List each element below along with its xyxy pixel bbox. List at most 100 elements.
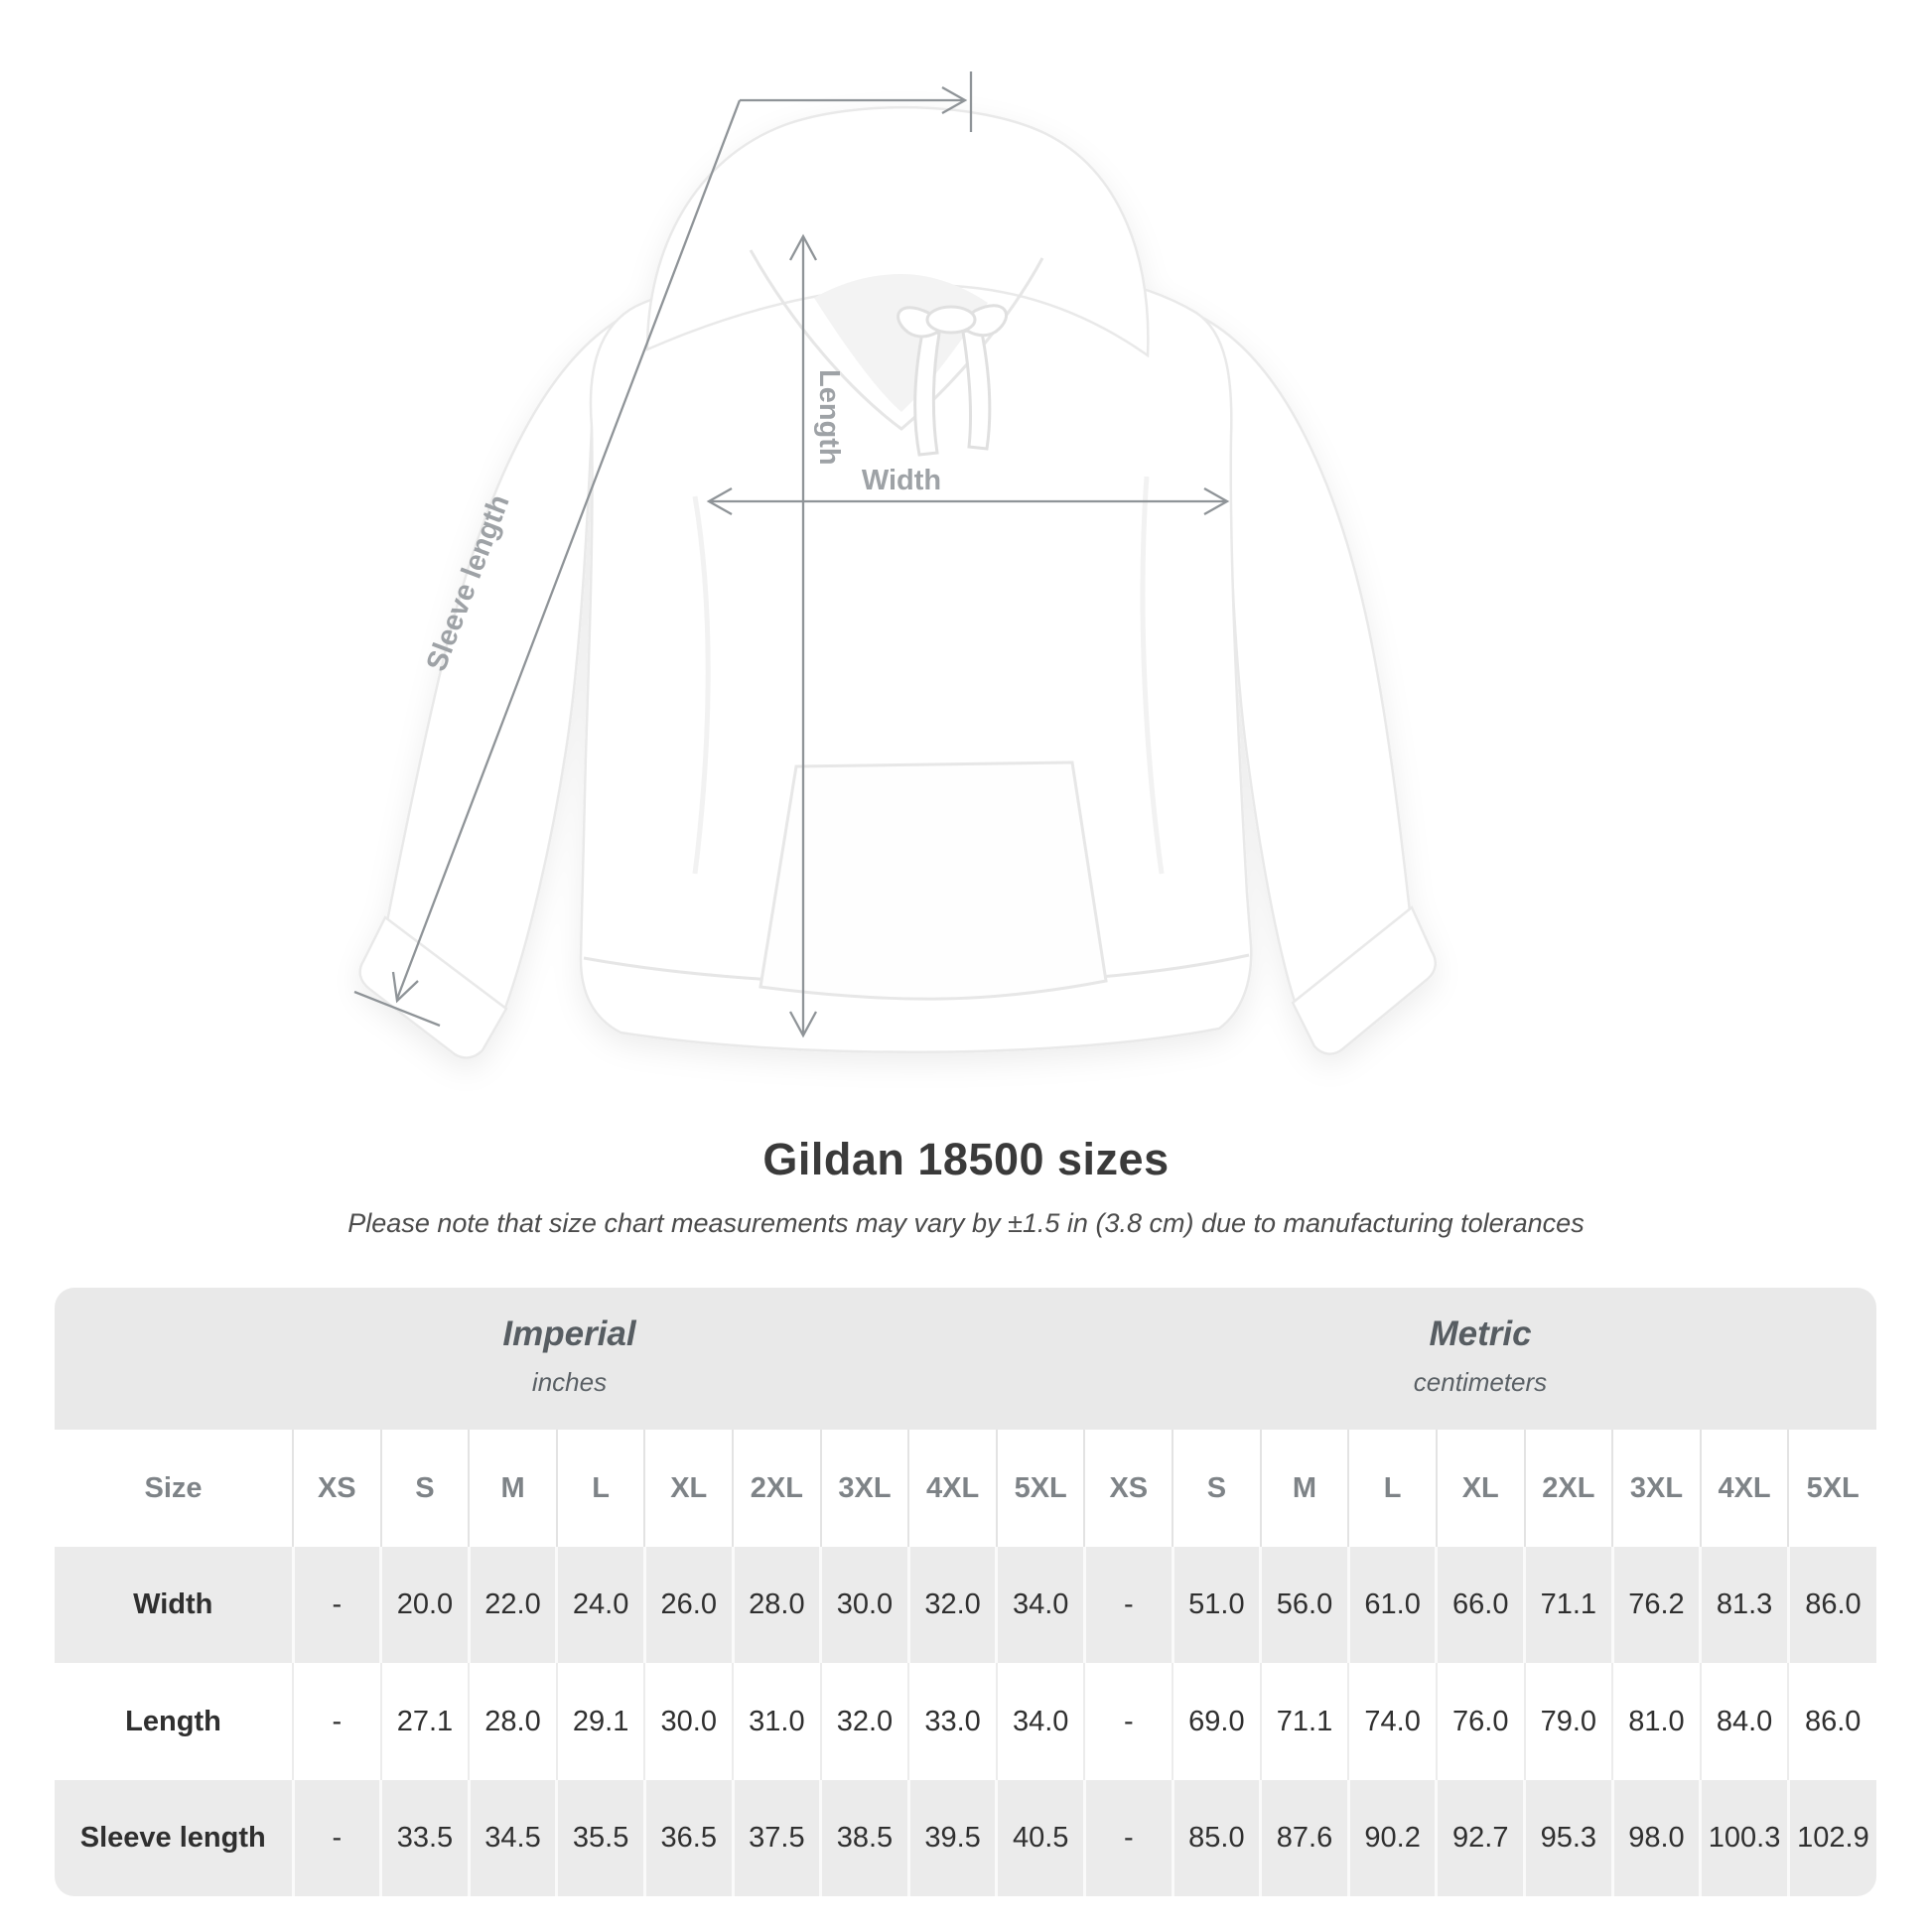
table-cell: 20.0: [379, 1547, 470, 1663]
length-measure-line: [788, 233, 818, 1038]
table-cell: -: [1082, 1780, 1173, 1896]
width-label: Width: [862, 465, 941, 496]
table-cell: 90.2: [1346, 1780, 1437, 1896]
table-row-width: Width -20.0 22.0 24.0 26.0 28.0 30.0 32.0 34.0-5…: [55, 1547, 1876, 1663]
table-cell: 81.0: [1611, 1663, 1701, 1780]
table-cell: 86.0: [1786, 1547, 1876, 1663]
size-column-header: Size: [144, 1471, 203, 1504]
table-cell: 27.1: [379, 1663, 470, 1780]
table-cell: 98.0: [1610, 1780, 1701, 1896]
table-cell: 84.0: [1699, 1663, 1789, 1780]
column-header-imperial-xl: XL: [643, 1430, 734, 1547]
table-cell: 92.7: [1435, 1780, 1525, 1896]
hoodie-garment: [358, 105, 1437, 1059]
table-cell: 69.0: [1172, 1663, 1261, 1780]
table-cell: 61.0: [1346, 1547, 1437, 1663]
table-body: Width -20.0 22.0 24.0 26.0 28.0 30.0 32.0 34.0-5…: [55, 1547, 1876, 1896]
table-cell: 30.0: [643, 1663, 734, 1780]
column-header-metric-m: M: [1259, 1430, 1349, 1547]
table-cell: 37.5: [731, 1780, 821, 1896]
length-label: Length: [813, 369, 845, 466]
column-header-imperial-s: S: [379, 1430, 470, 1547]
tolerance-note: Please note that size chart measurements…: [347, 1208, 1585, 1238]
measurement-lines: [353, 71, 1230, 1038]
metric-group-unit: centimeters: [1413, 1367, 1548, 1397]
table-row-sleeve-length: Sleeve length -33.5 34.5 35.5 36.5 37.5 38.5 39…: [55, 1780, 1876, 1896]
table-cell: 29.1: [555, 1663, 645, 1780]
table-cell: 39.5: [906, 1780, 997, 1896]
measurements-table: Size XS S M L XL 2XL 3XL 4XL 5XL XS S M L XL 2XL 3XL 4XL 5…: [55, 1430, 1876, 1896]
table-cell: 26.0: [642, 1547, 734, 1663]
table-row-length: Length -27.1 28.0 29.1 30.0 31.0 32.0 33.0 34.0-…: [55, 1663, 1876, 1780]
column-header-metric-l: L: [1347, 1430, 1437, 1547]
column-header-imperial-xs: XS: [292, 1430, 381, 1547]
table-cell: 86.0: [1787, 1663, 1876, 1780]
row-label: Width: [133, 1588, 213, 1620]
unit-group-header: Imperial inches Metric centimeters: [55, 1288, 1876, 1430]
column-header-imperial-4xl: 4XL: [907, 1430, 997, 1547]
table-cell: 28.0: [468, 1663, 557, 1780]
column-header-imperial-l: L: [555, 1430, 645, 1547]
table-cell: 24.0: [555, 1547, 645, 1663]
width-measure-line: [706, 486, 1230, 516]
table-cell: 35.5: [555, 1780, 645, 1896]
size-table: Imperial inches Metric centimeters Size X…: [55, 1288, 1876, 1896]
table-cell: -: [1082, 1547, 1173, 1663]
column-header-metric-xs: XS: [1083, 1430, 1173, 1547]
table-cell: 33.5: [379, 1780, 470, 1896]
column-header-metric-2xl: 2XL: [1523, 1430, 1613, 1547]
table-cell: 22.0: [467, 1547, 557, 1663]
table-cell: -: [1083, 1663, 1173, 1780]
imperial-group: Imperial inches: [55, 1288, 1084, 1430]
table-cell: 95.3: [1523, 1780, 1613, 1896]
column-header-imperial-5xl: 5XL: [995, 1430, 1085, 1547]
table-cell: 74.0: [1347, 1663, 1437, 1780]
column-header-imperial-3xl: 3XL: [819, 1430, 909, 1547]
table-cell: 56.0: [1259, 1547, 1349, 1663]
column-header-metric-5xl: 5XL: [1787, 1430, 1876, 1547]
table-cell: 79.0: [1523, 1663, 1613, 1780]
table-cell: 33.0: [907, 1663, 997, 1780]
table-cell: 76.0: [1435, 1663, 1525, 1780]
table-cell: 34.0: [995, 1663, 1085, 1780]
metric-group: Metric centimeters: [1084, 1288, 1876, 1430]
table-cell: 31.0: [732, 1663, 821, 1780]
row-label: Sleeve length: [79, 1822, 266, 1854]
table-cell: 102.9: [1786, 1780, 1876, 1896]
table-cell: 30.0: [819, 1547, 909, 1663]
table-cell: 71.1: [1259, 1663, 1349, 1780]
table-cell: 38.5: [819, 1780, 909, 1896]
table-cell: 71.1: [1523, 1547, 1613, 1663]
imperial-group-unit: inches: [531, 1367, 608, 1397]
sleeve-length-measure-line: [353, 71, 973, 1028]
row-label: Length: [125, 1705, 221, 1737]
column-header-imperial-2xl: 2XL: [732, 1430, 821, 1547]
table-cell: 40.5: [995, 1780, 1085, 1896]
table-cell: -: [292, 1663, 381, 1780]
column-header-metric-4xl: 4XL: [1699, 1430, 1789, 1547]
table-cell: 85.0: [1171, 1780, 1261, 1896]
table-cell: -: [291, 1780, 381, 1896]
table-cell: 34.0: [995, 1547, 1085, 1663]
column-header-metric-3xl: 3XL: [1611, 1430, 1701, 1547]
table-cell: 28.0: [731, 1547, 821, 1663]
drawstring: [897, 304, 1008, 457]
column-header-imperial-m: M: [468, 1430, 557, 1547]
size-header-row: Size XS S M L XL 2XL 3XL 4XL 5XL XS S M L XL 2XL 3XL 4XL 5…: [55, 1430, 1876, 1547]
imperial-group-title: Imperial: [502, 1314, 636, 1353]
column-header-metric-xl: XL: [1435, 1430, 1525, 1547]
metric-group-title: Metric: [1429, 1314, 1532, 1353]
page-title: Gildan 18500 sizes: [762, 1134, 1170, 1184]
table-cell: 32.0: [906, 1547, 997, 1663]
table-cell: 34.5: [467, 1780, 557, 1896]
hoodie-diagram: Length Width Sleeve length: [353, 71, 1437, 1059]
hoodie-image: Length Width Sleeve length: [353, 71, 1437, 1059]
column-header-metric-s: S: [1172, 1430, 1261, 1547]
table-cell: 66.0: [1435, 1547, 1525, 1663]
table-cell: 51.0: [1171, 1547, 1261, 1663]
table-cell: -: [291, 1547, 381, 1663]
table-cell: 76.2: [1610, 1547, 1701, 1663]
table-cell: 36.5: [642, 1780, 734, 1896]
table-cell: 81.3: [1699, 1547, 1789, 1663]
